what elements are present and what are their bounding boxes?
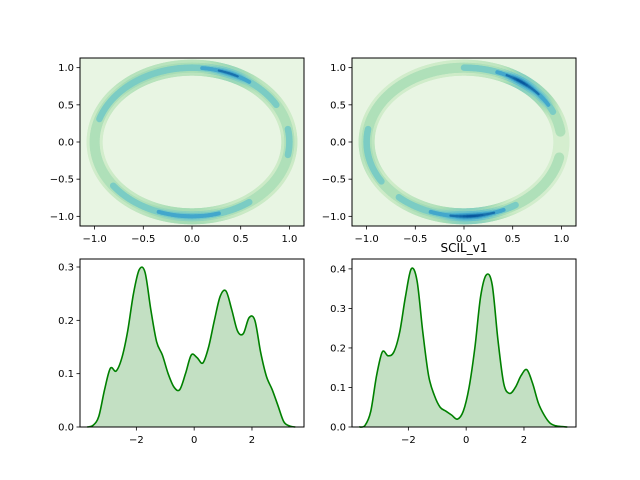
y-tick-label: 0.1 bbox=[330, 383, 346, 394]
kde-marks bbox=[359, 267, 568, 428]
y-axis: −1.0 −0.5 0.0 0.5 1.0 bbox=[322, 63, 352, 223]
x-tick-label: −0.5 bbox=[131, 234, 155, 245]
x-tick-label: 0.0 bbox=[456, 234, 472, 245]
axes-frame bbox=[351, 258, 577, 428]
panel-top-left: −1.0 −0.5 0.0 0.5 1.0 −1.0 −0.5 0.0 0.5 1.0 bbox=[50, 57, 305, 245]
y-tick-label: −0.5 bbox=[50, 175, 74, 186]
y-tick-label: 0.4 bbox=[330, 264, 346, 275]
x-axis: −2 0 2 bbox=[129, 427, 255, 446]
y-tick-label: 1.0 bbox=[330, 63, 346, 74]
panel-top-right: −1.0 −0.5 0.0 0.5 1.0 −1.0 −0.5 0.0 0.5 1.0 bbox=[322, 57, 577, 245]
plot-area bbox=[352, 58, 576, 226]
y-tick-label: 0.0 bbox=[58, 138, 74, 149]
x-tick-label: 0 bbox=[463, 435, 469, 446]
density-contour-segment bbox=[553, 152, 565, 165]
kde-line bbox=[87, 266, 296, 428]
density-contour-segment bbox=[376, 175, 385, 185]
contour-marks bbox=[358, 59, 570, 225]
density-contour-segment bbox=[284, 125, 292, 135]
y-tick-label: 0.5 bbox=[330, 100, 346, 111]
density-contour-segment bbox=[498, 207, 506, 213]
y-axis: 0.0 0.1 0.2 0.3 0.4 bbox=[330, 264, 352, 434]
y-tick-label: 0.5 bbox=[58, 100, 74, 111]
y-tick-label: −1.0 bbox=[50, 212, 74, 223]
panel-bottom-left: −2 0 2 0.0 0.1 0.2 0.3 bbox=[58, 258, 305, 446]
x-tick-label: −1.0 bbox=[354, 234, 378, 245]
x-tick-label: 1.0 bbox=[281, 234, 297, 245]
density-contour-segment bbox=[509, 201, 519, 210]
x-tick-label: −2 bbox=[401, 435, 416, 446]
density-contour-segment bbox=[495, 70, 503, 76]
x-axis: −1.0 −0.5 0.0 0.5 1.0 bbox=[354, 226, 569, 245]
y-tick-label: 0.0 bbox=[330, 423, 346, 434]
density-contour-segment bbox=[243, 198, 253, 207]
density-contour-segment bbox=[213, 211, 221, 217]
y-tick-label: 0.0 bbox=[330, 138, 346, 149]
x-tick-label: 2 bbox=[521, 435, 527, 446]
density-contour-segment bbox=[96, 113, 104, 123]
x-tick-label: −1.0 bbox=[82, 234, 106, 245]
x-tick-label: 0.5 bbox=[233, 234, 249, 245]
y-tick-label: −0.5 bbox=[322, 175, 346, 186]
y-tick-label: 0.2 bbox=[330, 343, 346, 354]
x-tick-label: 1.0 bbox=[553, 234, 569, 245]
y-tick-label: 1.0 bbox=[58, 63, 74, 74]
density-contour-segment bbox=[217, 69, 224, 73]
y-tick-label: 0.1 bbox=[58, 369, 74, 380]
x-tick-label: −0.5 bbox=[403, 234, 427, 245]
y-tick-label: 0.2 bbox=[58, 316, 74, 327]
x-tick-label: −2 bbox=[129, 435, 144, 446]
x-axis: −2 0 2 bbox=[401, 427, 527, 446]
x-axis: −1.0 −0.5 0.0 0.5 1.0 bbox=[82, 226, 297, 245]
kde-marks bbox=[87, 266, 296, 428]
x-tick-label: 2 bbox=[249, 435, 255, 446]
y-axis: −1.0 −0.5 0.0 0.5 1.0 bbox=[50, 63, 80, 223]
density-contour-segment bbox=[489, 211, 496, 215]
x-tick-label: 0 bbox=[191, 435, 197, 446]
y-tick-label: −1.0 bbox=[322, 212, 346, 223]
chart-title: SCIL_v1 bbox=[441, 241, 488, 255]
contour-marks bbox=[86, 59, 298, 225]
panel-bottom-right: −2 0 2 0.0 0.1 0.2 0.3 0.4 bbox=[330, 258, 577, 446]
plot-area bbox=[80, 58, 304, 226]
kde-area bbox=[87, 267, 296, 427]
axes-frame bbox=[79, 258, 305, 428]
kde-area bbox=[359, 268, 568, 428]
y-axis: 0.0 0.1 0.2 0.3 bbox=[58, 263, 80, 434]
x-tick-label: 0.5 bbox=[505, 234, 521, 245]
y-tick-label: 0.3 bbox=[58, 263, 74, 274]
x-tick-label: 0.0 bbox=[184, 234, 200, 245]
y-tick-label: 0.3 bbox=[330, 304, 346, 315]
density-contour-segment bbox=[505, 74, 511, 78]
y-tick-label: 0.0 bbox=[58, 423, 74, 434]
kde-line bbox=[359, 267, 568, 428]
